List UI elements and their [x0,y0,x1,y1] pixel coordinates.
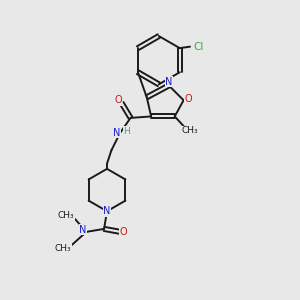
Text: O: O [114,95,122,105]
Text: CH₃: CH₃ [55,244,71,253]
Text: Cl: Cl [194,42,204,52]
Text: CH₃: CH₃ [181,126,198,135]
Text: CH₃: CH₃ [58,211,74,220]
Text: O: O [184,94,192,104]
Text: H: H [123,127,130,136]
Text: N: N [103,206,111,216]
Text: N: N [79,225,87,235]
Text: N: N [165,77,172,87]
Text: O: O [120,227,127,237]
Text: N: N [113,128,120,138]
